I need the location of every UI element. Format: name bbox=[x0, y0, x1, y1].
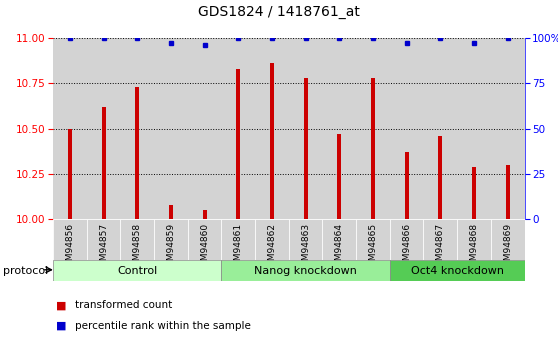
Text: GSM94865: GSM94865 bbox=[368, 223, 377, 272]
Bar bbox=[53, 38, 86, 219]
Bar bbox=[289, 38, 323, 219]
Bar bbox=[506, 165, 509, 219]
Bar bbox=[472, 167, 476, 219]
Bar bbox=[289, 219, 323, 260]
Text: Control: Control bbox=[117, 266, 157, 276]
Bar bbox=[135, 87, 140, 219]
Bar bbox=[121, 219, 154, 260]
Bar bbox=[289, 38, 323, 219]
Bar bbox=[390, 219, 424, 260]
Text: protocol: protocol bbox=[3, 266, 48, 276]
Bar bbox=[222, 38, 255, 219]
Bar bbox=[491, 38, 525, 219]
Text: GDS1824 / 1418761_at: GDS1824 / 1418761_at bbox=[198, 5, 360, 19]
Bar bbox=[457, 38, 491, 219]
Text: Oct4 knockdown: Oct4 knockdown bbox=[411, 266, 504, 276]
Bar bbox=[457, 38, 491, 219]
Bar bbox=[154, 38, 187, 219]
Bar bbox=[121, 38, 154, 219]
Text: GSM94856: GSM94856 bbox=[65, 223, 74, 272]
Text: Nanog knockdown: Nanog knockdown bbox=[254, 266, 357, 276]
Text: ■: ■ bbox=[56, 321, 66, 331]
Bar bbox=[289, 38, 323, 219]
Bar bbox=[187, 38, 222, 219]
Bar bbox=[53, 219, 86, 260]
Bar bbox=[53, 260, 222, 281]
Bar bbox=[154, 38, 187, 219]
Bar bbox=[236, 69, 240, 219]
Text: GSM94867: GSM94867 bbox=[436, 223, 445, 272]
Text: GSM94861: GSM94861 bbox=[234, 223, 243, 272]
Bar bbox=[390, 260, 525, 281]
Bar bbox=[323, 38, 356, 219]
Bar bbox=[390, 38, 424, 219]
Bar bbox=[86, 38, 121, 219]
Bar bbox=[491, 38, 525, 219]
Bar bbox=[222, 219, 255, 260]
Text: ■: ■ bbox=[56, 300, 66, 310]
Bar bbox=[424, 38, 457, 219]
Bar bbox=[187, 38, 222, 219]
Bar bbox=[187, 219, 222, 260]
Bar bbox=[371, 78, 375, 219]
Bar bbox=[86, 38, 121, 219]
Bar bbox=[68, 129, 72, 219]
Text: GSM94859: GSM94859 bbox=[166, 223, 175, 272]
Bar bbox=[53, 38, 86, 219]
Text: GSM94863: GSM94863 bbox=[301, 223, 310, 272]
Bar bbox=[304, 78, 307, 219]
Text: GSM94860: GSM94860 bbox=[200, 223, 209, 272]
Bar bbox=[121, 38, 154, 219]
Bar bbox=[203, 210, 206, 219]
Bar bbox=[390, 38, 424, 219]
Text: transformed count: transformed count bbox=[75, 300, 172, 310]
Text: GSM94864: GSM94864 bbox=[335, 223, 344, 272]
Text: GSM94857: GSM94857 bbox=[99, 223, 108, 272]
Bar bbox=[323, 38, 356, 219]
Text: GSM94869: GSM94869 bbox=[503, 223, 512, 272]
Bar bbox=[491, 38, 525, 219]
Bar bbox=[121, 38, 154, 219]
Bar bbox=[356, 219, 390, 260]
Bar bbox=[255, 219, 289, 260]
Bar bbox=[154, 219, 187, 260]
Bar bbox=[457, 38, 491, 219]
Bar bbox=[270, 63, 274, 219]
Bar bbox=[424, 219, 457, 260]
Text: percentile rank within the sample: percentile rank within the sample bbox=[75, 321, 251, 331]
Bar bbox=[169, 205, 173, 219]
Bar bbox=[222, 38, 255, 219]
Bar bbox=[356, 38, 390, 219]
Bar bbox=[390, 38, 424, 219]
Bar bbox=[491, 219, 525, 260]
Bar bbox=[154, 38, 187, 219]
Bar bbox=[255, 38, 289, 219]
Text: GSM94868: GSM94868 bbox=[469, 223, 479, 272]
Bar bbox=[424, 38, 457, 219]
Text: GSM94862: GSM94862 bbox=[267, 223, 276, 272]
Bar bbox=[255, 38, 289, 219]
Bar bbox=[457, 219, 491, 260]
Bar bbox=[222, 38, 255, 219]
Bar bbox=[405, 152, 408, 219]
Bar bbox=[255, 38, 289, 219]
Bar bbox=[222, 260, 390, 281]
Text: GSM94858: GSM94858 bbox=[133, 223, 142, 272]
Bar bbox=[438, 136, 442, 219]
Bar bbox=[86, 219, 121, 260]
Bar bbox=[86, 38, 121, 219]
Bar bbox=[323, 38, 356, 219]
Bar bbox=[424, 38, 457, 219]
Bar bbox=[323, 219, 356, 260]
Bar bbox=[187, 38, 222, 219]
Bar bbox=[53, 38, 86, 219]
Text: GSM94866: GSM94866 bbox=[402, 223, 411, 272]
Bar bbox=[102, 107, 105, 219]
Bar bbox=[337, 134, 341, 219]
Bar bbox=[356, 38, 390, 219]
Bar bbox=[356, 38, 390, 219]
